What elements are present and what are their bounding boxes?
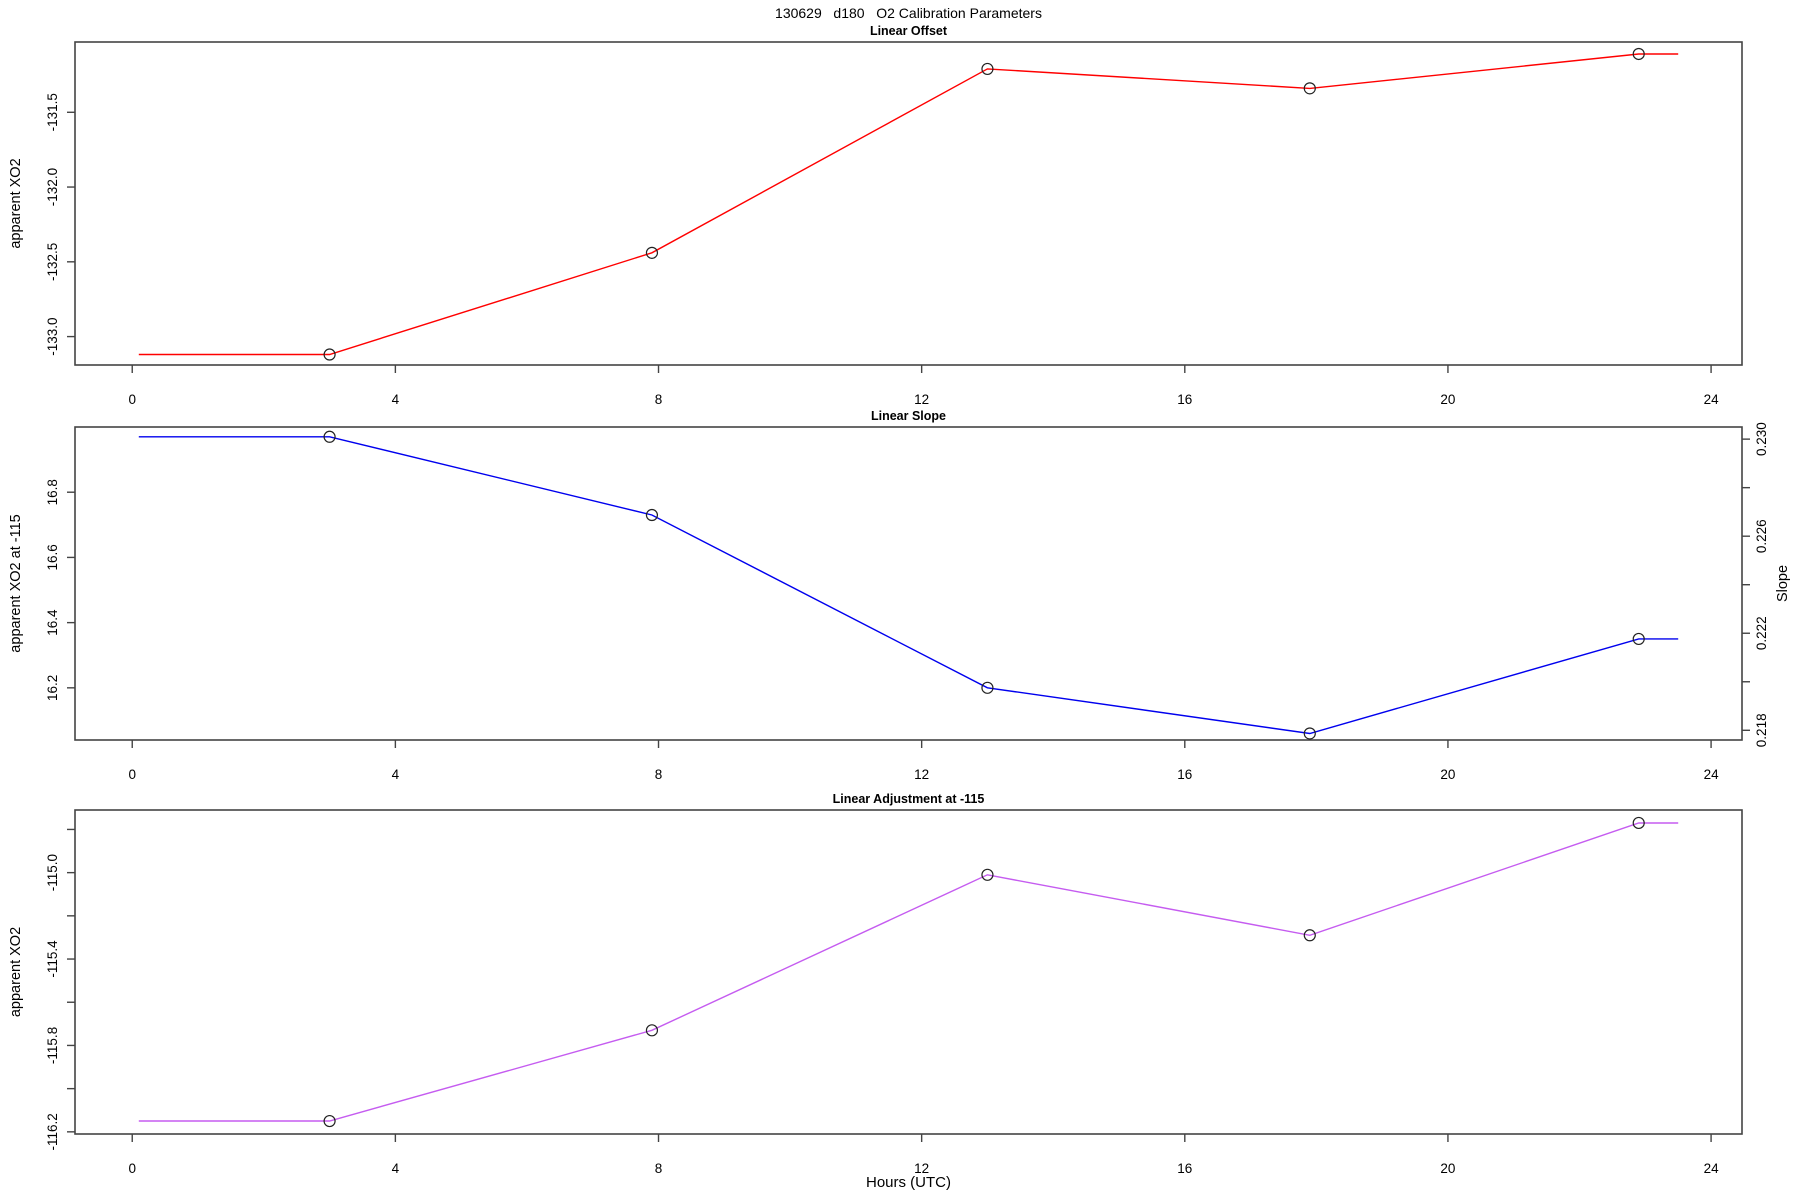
panel-linear-slope: Linear Slope 0 4 8 12 16 20 24 16.2 16.4 16.6 16.8 a… [8,409,1791,782]
data-point-marker [1632,632,1645,646]
main-title: 130629 d180 O2 Calibration Parameters [775,5,1042,21]
data-point-marker [981,62,994,76]
y-tick-label: 16.2 [45,675,60,701]
x-tick-label: 4 [392,1161,400,1176]
x-tick-label: 24 [1704,1161,1720,1176]
data-point-marker [1303,82,1316,95]
panel-title: Linear Offset [870,24,948,38]
x-tick-label: 20 [1440,392,1455,407]
plot-box [74,809,1743,1135]
data-point-marker [323,1114,336,1128]
x-tick-label: 4 [392,392,400,407]
data-point-marker [1303,929,1316,942]
y2-tick-label: 0.222 [1754,616,1769,650]
data-point-marker [981,681,994,694]
x-tick-label: 16 [1177,1161,1192,1176]
y-tick-label: -131.5 [45,93,60,131]
y-tick-label: -115.8 [45,1027,60,1064]
data-point-marker [1632,47,1645,61]
x-tick-label: 0 [128,1161,136,1176]
y-tick-label: -132.5 [45,243,60,281]
y2-axis-title: Slope [1775,565,1791,602]
y-tick-label: -115.4 [45,940,60,978]
series-line [138,436,1679,735]
x-tick-label: 20 [1440,767,1455,782]
y-tick-label: 16.6 [45,544,60,570]
data-point-marker [323,430,336,443]
x-tick-label: 8 [655,1161,663,1176]
y-tick-label: 16.4 [45,609,60,636]
y-axis-title: apparent XO2 [8,927,24,1017]
series-line [138,822,1679,1122]
y2-tick-label: 0.226 [1754,519,1769,553]
data-point-marker [1632,816,1645,830]
series-line [138,53,1679,356]
plot-box [74,41,1743,366]
plot-box [74,426,1743,741]
data-point-marker [645,508,659,522]
x-tick-label: 12 [914,1161,929,1176]
x-tick-label: 12 [914,767,929,782]
x-axis-title: Hours (UTC) [866,1174,951,1191]
y-axis-title: apparent XO2 [8,158,24,248]
data-point-marker [323,348,336,361]
panel-title: Linear Slope [871,409,946,423]
data-point-marker [1303,727,1316,740]
x-tick-label: 24 [1704,392,1720,407]
y-tick-label: -115.0 [45,854,60,891]
x-tick-label: 16 [1177,767,1192,782]
x-tick-label: 12 [914,392,929,407]
y-tick-label: -116.2 [45,1113,60,1150]
y-tick-label: 16.8 [45,479,60,505]
y-tick-label: -132.0 [45,168,60,206]
x-tick-label: 20 [1440,1161,1455,1176]
x-tick-label: 0 [128,392,136,407]
x-tick-label: 8 [655,767,663,782]
panel-linear-offset: Linear Offset 0 4 8 12 16 20 24 -133.0 -132.5 -132… [8,24,1743,407]
y-axis-title: apparent XO2 at -115 [8,514,24,652]
data-point-marker [645,1024,659,1037]
data-point-marker [981,868,994,881]
x-tick-label: 8 [655,392,663,407]
y2-tick-label: 0.218 [1754,713,1769,747]
panel-linear-adjustment-at-115: Linear Adjustment at -115 0 4 8 12 16 20 24 -116… [8,792,1743,1176]
data-point-marker [645,246,659,259]
panel-title: Linear Adjustment at -115 [833,792,985,806]
x-tick-label: 16 [1177,392,1192,407]
x-tick-label: 4 [392,767,400,782]
y2-tick-label: 0.230 [1754,422,1769,456]
y-tick-label: -133.0 [45,317,60,355]
x-tick-label: 0 [128,767,136,782]
x-tick-label: 24 [1704,767,1720,782]
